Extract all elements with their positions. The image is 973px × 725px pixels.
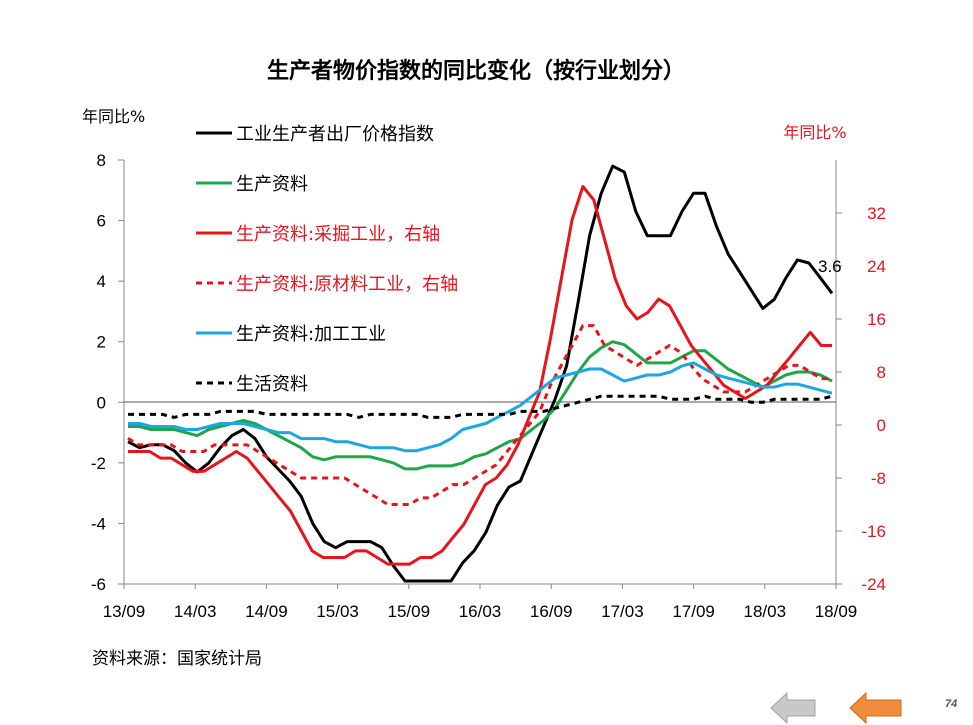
x-tick-label: 14/09 (245, 602, 288, 621)
right-tick-label: 24 (867, 257, 886, 276)
left-tick-label: 4 (97, 272, 106, 291)
x-tick-label: 15/03 (316, 602, 359, 621)
left-tick-label: 2 (97, 333, 106, 352)
previous-arrow-button[interactable] (770, 691, 816, 725)
legend-label: 生产资料 (236, 174, 308, 195)
x-tick-label: 18/03 (744, 602, 787, 621)
arrow-left-icon (849, 691, 902, 725)
legend-label: 生产资料:采掘工业，右轴 (236, 224, 440, 245)
x-ticks: 13/09 14/03 14/09 15/03 15/09 16/03 16/09 17/03… (103, 584, 858, 621)
right-tick-label: 8 (877, 363, 886, 382)
left-axis-title: 年同比% (82, 107, 145, 126)
series-line-2 (128, 185, 832, 566)
legend-label: 生产资料:加工工业 (236, 324, 386, 345)
right-axis-title: 年同比% (783, 123, 846, 142)
series-line-1 (128, 340, 833, 471)
x-tick-label: 17/09 (672, 602, 715, 621)
x-tick-label: 16/03 (459, 602, 502, 621)
left-tick-label: -6 (91, 575, 106, 594)
series-lines (127, 164, 834, 583)
series-line-0 (127, 164, 834, 583)
source-note: 资料来源：国家统计局 (92, 649, 262, 669)
axes (123, 160, 837, 585)
legend-label: 工业生产者出厂价格指数 (236, 124, 434, 145)
next-arrow-button[interactable] (849, 691, 902, 725)
left-ticks: 8 6 4 2 0 -2 -4 -6 (91, 151, 124, 594)
right-tick-label: -24 (861, 575, 886, 594)
right-tick-label: -8 (871, 469, 886, 488)
x-tick-label: 17/03 (601, 602, 644, 621)
right-tick-label: 0 (877, 416, 886, 435)
arrow-left-icon (770, 691, 816, 725)
right-tick-label: 16 (867, 310, 886, 329)
right-ticks: 32 24 16 8 0 -8 -16 -24 (836, 204, 886, 594)
x-tick-label: 16/09 (530, 602, 573, 621)
x-tick-label: 14/03 (174, 602, 217, 621)
x-tick-label: 13/09 (103, 602, 146, 621)
right-tick-label: 32 (867, 204, 886, 223)
left-tick-label: 0 (97, 393, 106, 412)
x-tick-label: 18/09 (815, 602, 858, 621)
page-number: 74 (945, 698, 957, 710)
series-line-5 (128, 394, 833, 419)
right-tick-label: -16 (861, 522, 886, 541)
legend-label: 生产资料:原材料工业，右轴 (236, 274, 458, 295)
series-line-3 (127, 324, 832, 506)
last-value-annotation: 3.6 (818, 257, 842, 276)
series-line-4 (128, 361, 833, 453)
x-tick-label: 15/09 (388, 602, 431, 621)
left-tick-label: 8 (97, 151, 106, 170)
legend-label: 生活资料 (236, 374, 308, 395)
left-tick-label: -4 (91, 514, 106, 533)
left-tick-label: -2 (91, 454, 106, 473)
chart-title: 生产者物价指数的同比变化（按行业划分） (267, 58, 685, 84)
legend: 工业生产者出厂价格指数生产资料生产资料:采掘工业，右轴生产资料:原材料工业，右轴… (196, 124, 458, 395)
left-tick-label: 6 (97, 212, 106, 231)
